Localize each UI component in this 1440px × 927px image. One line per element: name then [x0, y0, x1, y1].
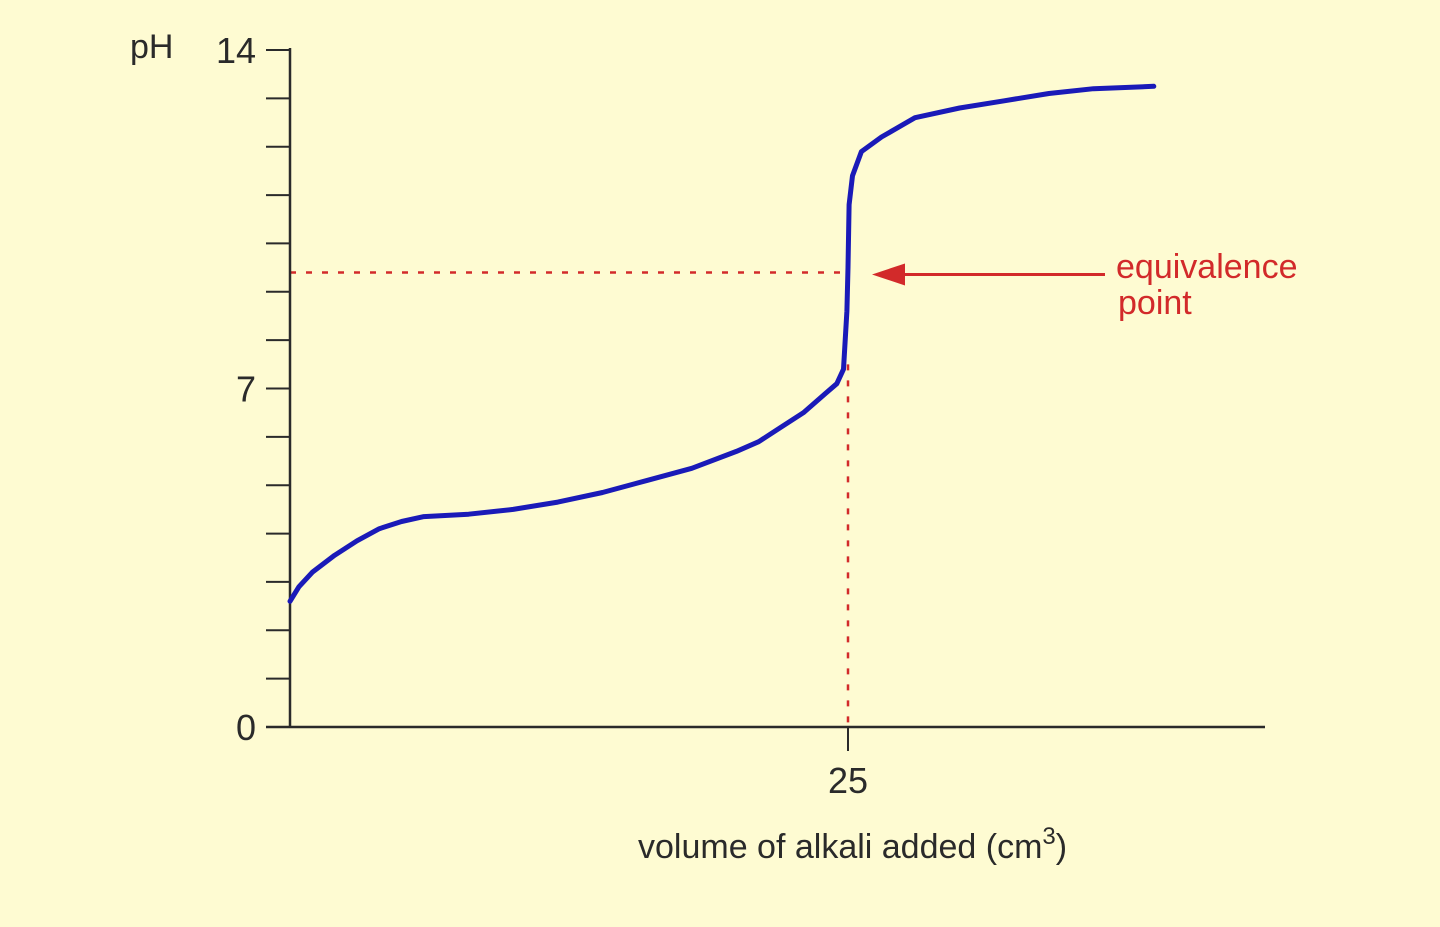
- equivalence-arrow-head: [872, 263, 905, 286]
- y-axis-label: pH: [130, 28, 173, 66]
- ph-curve-series: [287, 83, 1157, 604]
- x-axis-label-main: volume of alkali added (cm: [638, 828, 1042, 866]
- equivalence-label-line1: equivalence: [1116, 248, 1297, 286]
- y-tick-label: 0: [236, 707, 256, 748]
- y-ticks: 0 7 14: [216, 30, 290, 748]
- x-ticks: 25: [828, 727, 868, 801]
- x-axis-label: volume of alkali added (cm3): [638, 823, 1067, 866]
- y-tick-label: 7: [236, 369, 256, 410]
- y-tick-label: 14: [216, 30, 256, 71]
- x-axis-label-close: ): [1056, 828, 1067, 866]
- x-axis-label-superscript: 3: [1042, 823, 1055, 850]
- x-tick-label: 25: [828, 760, 868, 801]
- equivalence-label-line2: point: [1118, 284, 1192, 322]
